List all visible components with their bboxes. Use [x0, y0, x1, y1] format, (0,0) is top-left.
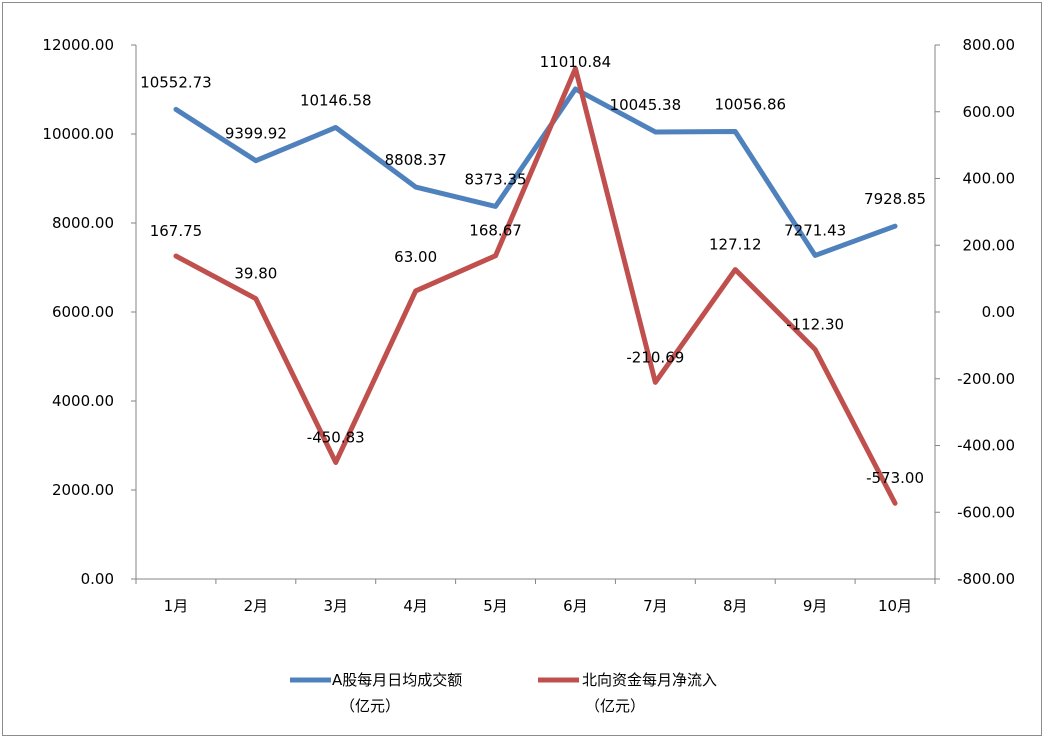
- right-tick-label: 0.00: [982, 303, 1015, 321]
- data-label-a-share-turnover: 10045.38: [610, 96, 682, 114]
- right-tick-label: -600.00: [957, 503, 1015, 521]
- x-tick-label: 1月: [164, 597, 189, 615]
- legend-label-northbound-inflow: 北向资金每月净流入: [582, 671, 717, 689]
- right-tick-label: 600.00: [963, 103, 1016, 121]
- data-label-a-share-turnover: 8808.37: [385, 151, 447, 169]
- legend-label-a-share-turnover-unit: （亿元）: [340, 697, 400, 715]
- left-tick-label: 10000.00: [42, 125, 114, 143]
- right-tick-label: -200.00: [957, 370, 1015, 388]
- series-line-a-share-turnover: [173, 86, 898, 258]
- data-label-a-share-turnover: 10552.73: [140, 73, 212, 91]
- data-labels: 10552.73 9399.92 10146.58 8808.37 8373.35 110…: [140, 53, 926, 487]
- data-label-a-share-turnover: 10056.86: [714, 95, 786, 113]
- x-axis-ticks: 1月 2月 3月 4月 5月 6月 7月 8月 9月 10月: [135, 579, 936, 615]
- right-tick-label: -800.00: [957, 570, 1015, 588]
- legend: A股每月日均成交额 （亿元） 北向资金每月净流入 （亿元）: [290, 671, 717, 715]
- left-tick-label: 6000.00: [52, 303, 114, 321]
- data-label-a-share-turnover: 7271.43: [784, 221, 846, 239]
- x-tick-label: 10月: [878, 597, 912, 615]
- data-label-northbound-inflow: -450.83: [307, 428, 365, 446]
- right-tick-label: 200.00: [963, 236, 1016, 254]
- x-tick-label: 2月: [244, 597, 269, 615]
- left-tick-label: 8000.00: [52, 214, 114, 232]
- left-tick-label: 0.00: [81, 570, 114, 588]
- right-tick-label: -400.00: [957, 437, 1015, 455]
- data-label-a-share-turnover: 9399.92: [225, 125, 287, 143]
- x-tick-label: 4月: [403, 597, 428, 615]
- data-label-northbound-inflow: -573.00: [866, 469, 924, 487]
- right-tick-label: 400.00: [963, 170, 1016, 188]
- left-axis-ticks: 0.00 2000.00 4000.00 6000.00 8000.00 10000.00…: [42, 36, 136, 588]
- series-line-northbound-inflow: [173, 65, 898, 506]
- data-label-northbound-inflow: -210.69: [626, 348, 684, 366]
- x-tick-label: 7月: [643, 597, 668, 615]
- data-label-northbound-inflow: 127.12: [709, 236, 762, 254]
- legend-label-a-share-turnover: A股每月日均成交额: [332, 671, 462, 689]
- right-axis-ticks: -800.00 -600.00 -400.00 -200.00 0.00 200.00 40…: [935, 36, 1015, 588]
- right-tick-label: 800.00: [963, 36, 1016, 54]
- left-tick-label: 2000.00: [52, 481, 114, 499]
- data-label-a-share-turnover: 8373.35: [465, 170, 527, 188]
- x-tick-label: 3月: [323, 597, 348, 615]
- x-tick-label: 8月: [723, 597, 748, 615]
- x-tick-label: 5月: [483, 597, 508, 615]
- series-lines: [173, 65, 898, 506]
- x-tick-label: 6月: [563, 597, 588, 615]
- data-label-northbound-inflow: 63.00: [394, 248, 437, 266]
- data-label-northbound-inflow: 39.80: [234, 265, 277, 283]
- data-label-northbound-inflow: 167.75: [150, 222, 203, 240]
- data-label-a-share-turnover: 11010.84: [540, 53, 612, 71]
- left-tick-label: 12000.00: [42, 36, 114, 54]
- data-label-a-share-turnover: 10146.58: [300, 91, 372, 109]
- legend-label-northbound-inflow-unit: （亿元）: [585, 697, 645, 715]
- x-tick-label: 9月: [803, 597, 828, 615]
- data-label-a-share-turnover: 7928.85: [864, 190, 926, 208]
- left-tick-label: 4000.00: [52, 392, 114, 410]
- data-label-northbound-inflow: 168.67: [469, 222, 522, 240]
- data-label-northbound-inflow: -112.30: [786, 315, 844, 333]
